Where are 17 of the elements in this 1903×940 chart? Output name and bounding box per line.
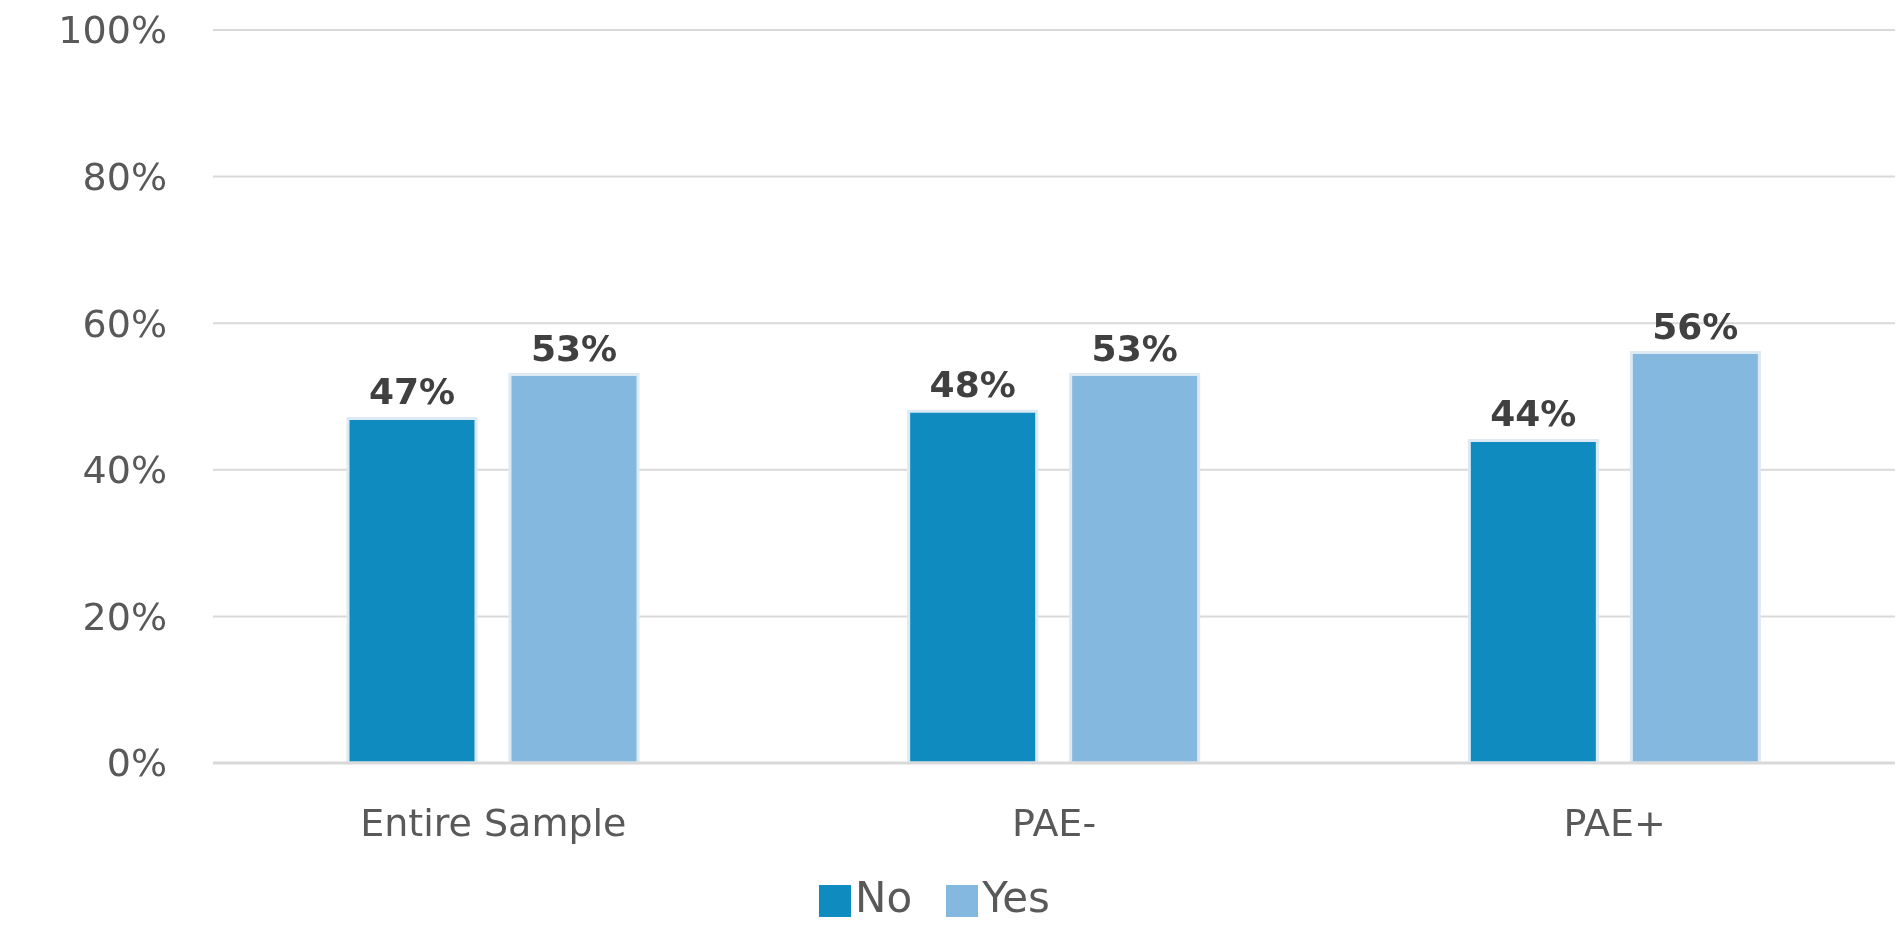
y-tick-label: 60% bbox=[82, 301, 167, 346]
data-label: 53% bbox=[530, 327, 618, 369]
legend-label: No bbox=[855, 873, 913, 922]
x-tick-label: PAE+ bbox=[1563, 800, 1666, 845]
y-tick-label: 100% bbox=[58, 8, 167, 53]
x-tick-label: Entire Sample bbox=[360, 800, 627, 845]
y-tick-label: 80% bbox=[82, 155, 167, 200]
data-label: 48% bbox=[929, 364, 1016, 406]
legend-label: Yes bbox=[982, 873, 1050, 922]
y-tick-label: 40% bbox=[82, 448, 167, 493]
x-tick-label: PAE- bbox=[1011, 800, 1097, 845]
y-tick-label: 0% bbox=[106, 741, 167, 786]
data-label: 47% bbox=[368, 371, 456, 413]
data-label: 53% bbox=[1091, 327, 1178, 369]
data-label: 56% bbox=[1652, 305, 1739, 347]
y-tick-label: 20% bbox=[82, 594, 167, 639]
data-label: 44% bbox=[1490, 393, 1577, 435]
